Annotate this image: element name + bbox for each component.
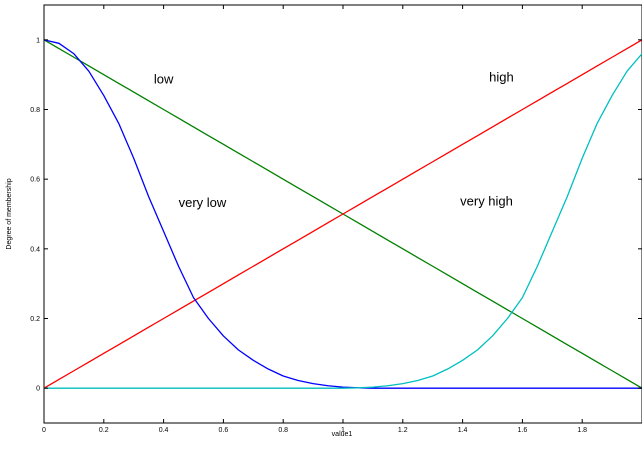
annotation-label: high	[489, 70, 514, 85]
y-tick-label: 0.8	[30, 107, 40, 114]
series-line-2	[43, 39, 642, 389]
x-tick-label: 0.8	[278, 427, 288, 434]
y-tick-label: 0.2	[30, 316, 40, 323]
y-tick-label: 0.4	[30, 246, 40, 253]
y-axis-label: Degree of membership	[6, 178, 13, 249]
series-layer	[43, 39, 642, 389]
x-tick-label: 1.6	[518, 427, 528, 434]
series-line-3	[44, 53, 642, 389]
x-tick-label: 0	[42, 427, 46, 434]
annotation-layer: low high very low very high	[154, 70, 514, 210]
x-tick-label: 0.2	[99, 427, 109, 434]
y-tick-label: 0.6	[30, 177, 40, 184]
x-tick-label: 1.2	[398, 427, 408, 434]
x-tick-label: 1.8	[577, 427, 587, 434]
series-line-1	[43, 39, 642, 389]
x-tick-label: 0.6	[219, 427, 229, 434]
annotation-label: low	[154, 71, 174, 86]
x-tick-label: 1	[341, 427, 345, 434]
tick-layer: 0 0.2 0.4 0.6 0.8 1 1.2 1.4 1.6 1.8 0 0.2 0.4 0.6 0.8 1	[30, 5, 642, 434]
x-axis-label: value1	[332, 431, 353, 438]
x-tick-label: 1.4	[458, 427, 468, 434]
x-tick-label: 0.4	[159, 427, 169, 434]
y-tick-label: 0	[36, 386, 40, 393]
annotation-label: very low	[179, 195, 227, 210]
y-tick-label: 1	[36, 37, 40, 44]
annotation-label: very high	[460, 193, 513, 208]
